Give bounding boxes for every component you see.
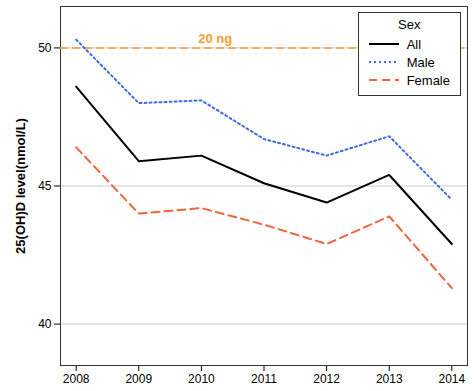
svg-text:2012: 2012	[313, 372, 340, 386]
svg-text:2010: 2010	[188, 372, 215, 386]
svg-text:40: 40	[38, 317, 52, 331]
svg-text:2009: 2009	[125, 372, 152, 386]
svg-text:20 ng: 20 ng	[198, 31, 232, 46]
svg-text:2013: 2013	[376, 372, 403, 386]
svg-text:25(OH)D level(nmol/L): 25(OH)D level(nmol/L)	[13, 118, 28, 254]
html-text:Female: Female	[406, 72, 450, 88]
html-text:All: All	[406, 36, 422, 52]
svg-text:50: 50	[38, 41, 52, 55]
svg-text:2014: 2014	[438, 372, 465, 386]
svg-text:45: 45	[38, 179, 52, 193]
svg-text:2008: 2008	[63, 372, 90, 386]
html-text:Sex: Sex	[398, 17, 421, 32]
svg-text:2011: 2011	[251, 372, 277, 386]
html-text:Male: Male	[406, 54, 435, 70]
